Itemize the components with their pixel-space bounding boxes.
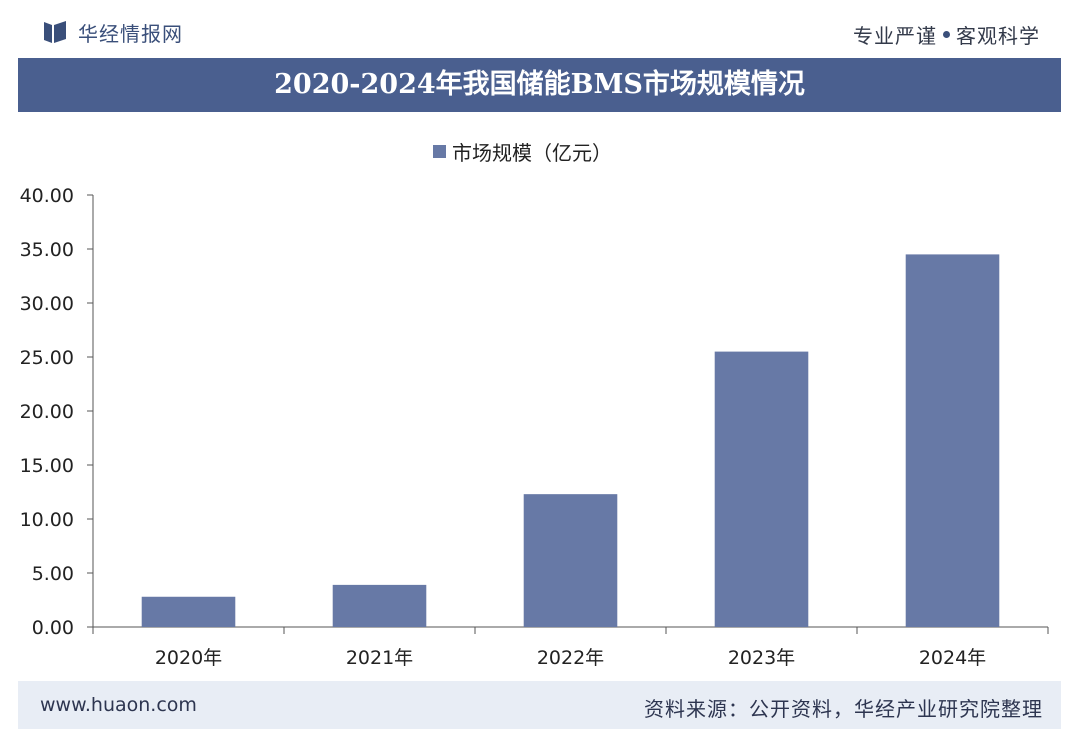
top-bar: 华经情报网 专业严谨 客观科学	[0, 0, 1080, 58]
bar	[714, 351, 809, 627]
x-tick-label: 2024年	[919, 647, 986, 669]
y-tick-label: 35.00	[20, 239, 74, 261]
book-logo-icon	[44, 21, 66, 43]
footer-bar: www.huaon.com 资料来源：公开资料，华经产业研究院整理	[18, 681, 1061, 729]
x-tick-label: 2022年	[537, 647, 604, 669]
y-axis: 0.00 5.00 10.00 15.00 20.00 25.00 30.00 35.00 40…	[20, 185, 94, 639]
legend: 市场规模（亿元）	[433, 141, 612, 165]
slogan-left: 专业严谨	[853, 24, 937, 48]
y-tick-label: 10.00	[20, 509, 74, 531]
y-tick-label: 30.00	[20, 293, 74, 315]
legend-swatch	[433, 145, 446, 158]
y-tick-label: 25.00	[20, 347, 74, 369]
bar	[332, 584, 427, 627]
slogan-right: 客观科学	[956, 24, 1040, 48]
bar	[905, 254, 1000, 627]
legend-label: 市场规模（亿元）	[452, 141, 612, 165]
logo-text: 华经情报网	[78, 21, 183, 46]
slogan: 专业严谨 客观科学	[853, 20, 1040, 49]
y-tick-label: 0.00	[32, 617, 74, 639]
title-bar: 2020-2024年我国储能BMS市场规模情况	[18, 58, 1061, 112]
data-source: 资料来源：公开资料，华经产业研究院整理	[644, 697, 1043, 721]
x-tick-label: 2020年	[155, 647, 222, 669]
bar	[141, 596, 236, 627]
chart-title: 2020-2024年我国储能BMS市场规模情况	[274, 69, 805, 100]
bar	[523, 494, 618, 627]
bars	[141, 254, 1000, 627]
slogan-dot-icon	[943, 31, 950, 38]
y-tick-label: 40.00	[20, 185, 74, 207]
x-tick-label: 2021年	[346, 647, 413, 669]
x-axis: 2020年 2021年 2022年 2023年 2024年	[92, 626, 1049, 669]
logo: 华经情报网	[42, 18, 183, 46]
website-link[interactable]: www.huaon.com	[40, 694, 197, 716]
y-tick-label: 20.00	[20, 401, 74, 423]
x-tick-label: 2023年	[728, 647, 795, 669]
y-tick-label: 5.00	[32, 563, 74, 585]
y-tick-label: 15.00	[20, 455, 74, 477]
